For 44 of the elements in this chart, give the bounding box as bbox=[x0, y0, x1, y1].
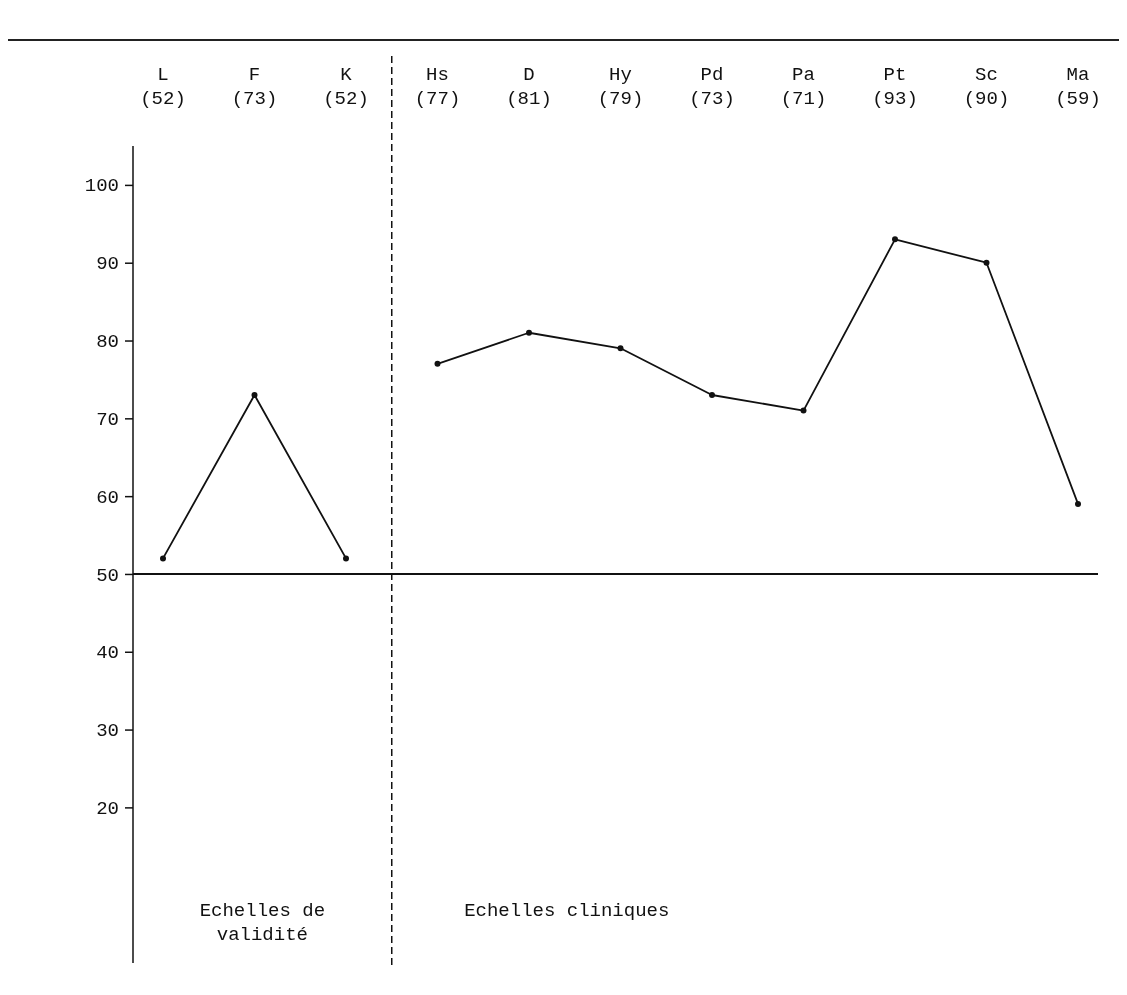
x-tick-label: Hs bbox=[426, 64, 449, 86]
text: (71) bbox=[780, 88, 827, 110]
x-tick-label: L bbox=[157, 64, 169, 86]
x-tick-label: Pd bbox=[700, 64, 724, 86]
text: (79) bbox=[597, 88, 644, 110]
x-tick-label: F bbox=[248, 64, 261, 86]
point bbox=[709, 391, 715, 398]
text: (59) bbox=[1055, 88, 1101, 110]
y-tick-label: 80 bbox=[96, 331, 119, 354]
point bbox=[800, 407, 807, 414]
text: (93) bbox=[872, 88, 918, 110]
y-tick-label: 30 bbox=[96, 720, 119, 743]
text: (81) bbox=[506, 88, 552, 110]
point bbox=[343, 555, 349, 562]
point bbox=[526, 329, 532, 336]
annotation: Echelles de validité bbox=[199, 900, 326, 946]
point bbox=[434, 360, 441, 367]
text: (73) bbox=[231, 88, 278, 110]
annotation: Echelles cliniques bbox=[464, 900, 670, 922]
x-tick-label: Sc bbox=[975, 64, 998, 86]
text: (52) bbox=[140, 88, 186, 110]
point bbox=[892, 236, 898, 243]
point bbox=[1075, 500, 1081, 507]
y-tick-label: 40 bbox=[96, 642, 119, 665]
point bbox=[251, 391, 258, 398]
y-tick-label: 90 bbox=[96, 253, 119, 276]
text: (90) bbox=[963, 88, 1010, 110]
x-tick-label: K bbox=[340, 64, 353, 86]
x-tick-label: Ma bbox=[1066, 64, 1090, 86]
y-tick-label: 20 bbox=[96, 797, 119, 820]
y-tick-label: 70 bbox=[96, 408, 119, 431]
x-tick-label: D bbox=[523, 64, 535, 86]
x-tick-label: Pt bbox=[883, 64, 907, 86]
text: (77) bbox=[414, 88, 461, 110]
x-tick-label: Pa bbox=[792, 64, 815, 86]
text: (52) bbox=[323, 88, 369, 110]
point bbox=[160, 555, 166, 562]
y-tick-label: 60 bbox=[96, 486, 119, 509]
point bbox=[983, 259, 990, 266]
y-tick-label: 50 bbox=[96, 564, 119, 587]
text: (73) bbox=[689, 88, 735, 110]
point bbox=[617, 345, 624, 352]
y-tick-label: 100 bbox=[84, 175, 119, 198]
x-tick-label: Hy bbox=[609, 64, 632, 86]
